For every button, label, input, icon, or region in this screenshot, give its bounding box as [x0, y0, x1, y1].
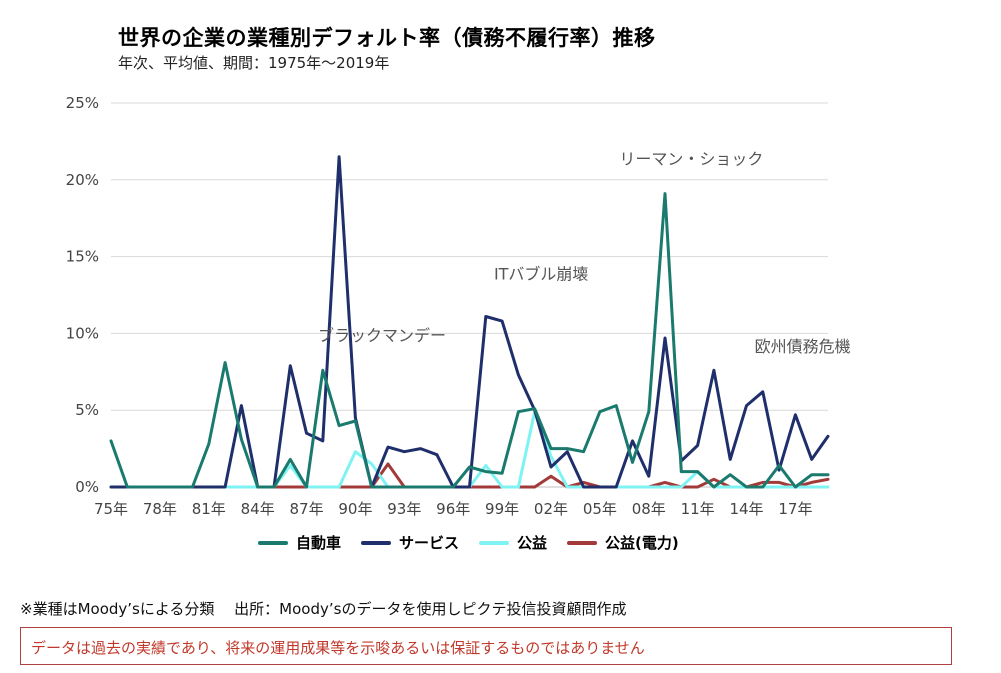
source-note: ※業種はMoody’sによる分類 出所：Moody’sのデータを使用しピクテ投信…	[20, 600, 627, 618]
chart-subtitle: 年次、平均値、期間：1975年～2019年	[118, 54, 390, 72]
y-tick-label: 15%	[66, 248, 99, 266]
legend-item-utilities: 公益	[479, 532, 547, 553]
x-tick-label: 87年	[289, 500, 323, 518]
x-tick-label: 17年	[778, 500, 812, 518]
x-tick-label: 84年	[241, 500, 275, 518]
y-tick-label: 20%	[66, 171, 99, 189]
legend-swatch-utilities-power	[567, 540, 598, 545]
legend-label-utilities-power: 公益(電力)	[605, 534, 679, 552]
legend-item-services: サービス	[361, 532, 459, 553]
x-tick-label: 75年	[94, 500, 128, 518]
y-tick-label: 0%	[75, 478, 99, 496]
chart-legend: 自動車 サービス 公益 公益(電力)	[258, 532, 679, 553]
event-annotation: リーマン・ショック	[619, 149, 763, 168]
legend-swatch-utilities	[479, 540, 510, 545]
y-tick-label: 10%	[66, 324, 99, 342]
chart-title: 世界の企業の業種別デフォルト率（債務不履行率）推移	[118, 26, 656, 50]
y-tick-label: 5%	[75, 401, 99, 419]
event-annotation: ITバブル崩壊	[494, 265, 589, 284]
disclaimer-text: データは過去の実績であり、将来の運用成果等を示唆あるいは保証するものではありませ…	[31, 639, 645, 657]
legend-item-automotive: 自動車	[258, 532, 341, 553]
legend-label-automotive: 自動車	[296, 534, 342, 552]
x-tick-label: 93年	[387, 500, 421, 518]
x-tick-label: 99年	[485, 500, 519, 518]
series-line-services	[109, 155, 830, 489]
x-tick-label: 08年	[632, 500, 666, 518]
x-tick-label: 05年	[583, 500, 617, 518]
x-tick-label: 02年	[534, 500, 568, 518]
x-tick-label: 96年	[436, 500, 470, 518]
event-annotation: ブラックマンデー	[318, 326, 446, 345]
x-tick-label: 81年	[192, 500, 226, 518]
legend-swatch-automotive	[258, 540, 288, 545]
y-tick-label: 25%	[66, 94, 99, 112]
legend-item-utilities-power: 公益(電力)	[567, 532, 679, 553]
legend-label-services: サービス	[399, 534, 460, 552]
event-annotation: 欧州債務危機	[755, 337, 851, 356]
legend-label-utilities: 公益	[517, 534, 548, 552]
x-tick-label: 78年	[143, 500, 177, 518]
x-tick-label: 90年	[338, 500, 372, 518]
legend-swatch-services	[361, 540, 392, 545]
disclaimer-box: データは過去の実績であり、将来の運用成果等を示唆あるいは保証するものではありませ…	[20, 627, 952, 665]
x-tick-label: 14年	[729, 500, 763, 518]
x-tick-label: 11年	[681, 500, 715, 518]
series-line-automotive	[109, 192, 830, 489]
line-chart: 0% 5% 10% 15% 20% 25% 75年 78年 81年 84年 87年 90年 93年 96年…	[66, 94, 851, 518]
